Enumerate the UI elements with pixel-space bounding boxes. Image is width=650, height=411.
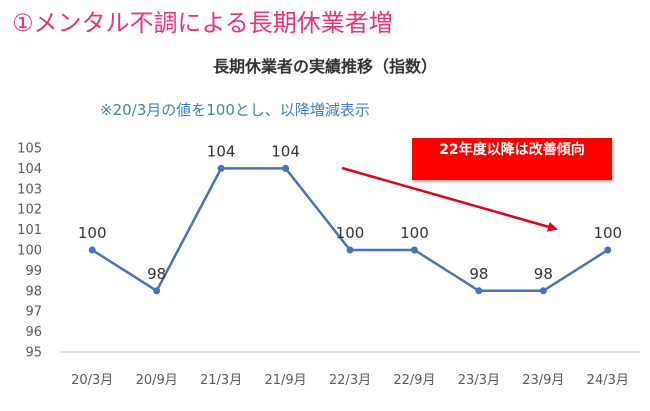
x-tick-label: 23/3月 <box>458 373 500 388</box>
y-tick-label: 105 <box>17 142 42 157</box>
y-tick-label: 103 <box>17 182 42 197</box>
y-tick-label: 95 <box>25 346 42 361</box>
data-label: 98 <box>147 265 166 283</box>
x-tick-label: 20/3月 <box>71 373 113 388</box>
y-tick-label: 99 <box>25 264 42 279</box>
data-point <box>604 246 612 254</box>
x-tick-label: 22/9月 <box>393 373 435 388</box>
data-point <box>410 246 418 254</box>
data-point <box>539 287 547 295</box>
data-point <box>475 287 483 295</box>
data-point <box>346 246 354 254</box>
data-point <box>282 164 290 172</box>
data-points <box>88 164 612 295</box>
trend-arrow <box>341 166 558 232</box>
chart-title: 長期休業者の実績推移（指数） <box>212 57 437 76</box>
x-tick-label: 22/3月 <box>329 373 371 388</box>
data-label: 100 <box>78 224 107 242</box>
improvement-callout: 22年度以降は改善傾向 <box>412 138 612 180</box>
slide-heading: ①メンタル不調による長期休業者増 <box>12 9 393 37</box>
data-labels: 100 98 104 104 100 100 98 98 100 <box>78 142 622 282</box>
data-point <box>153 287 161 295</box>
x-tick-label: 21/3月 <box>200 373 242 388</box>
data-label: 104 <box>207 142 236 160</box>
y-tick-label: 97 <box>25 305 42 320</box>
y-tick-label: 98 <box>25 284 42 299</box>
data-label: 100 <box>400 224 429 242</box>
chart-note: ※20/3月の値を100とし、以降増減表示 <box>100 101 370 119</box>
y-axis: 95 96 97 98 99 100 101 102 103 104 105 <box>17 142 42 361</box>
y-tick-label: 101 <box>17 223 42 238</box>
y-tick-label: 100 <box>17 244 42 259</box>
data-label: 100 <box>336 224 365 242</box>
data-label: 98 <box>469 265 488 283</box>
y-tick-label: 102 <box>17 203 42 218</box>
y-tick-label: 96 <box>25 325 42 340</box>
x-tick-label: 21/9月 <box>264 373 306 388</box>
data-point <box>217 164 225 172</box>
x-tick-label: 20/9月 <box>136 373 178 388</box>
x-tick-label: 24/3月 <box>587 373 629 388</box>
data-label: 98 <box>534 265 553 283</box>
data-point <box>88 246 96 254</box>
y-tick-label: 104 <box>17 162 42 177</box>
data-label: 104 <box>271 142 300 160</box>
x-tick-label: 23/9月 <box>522 373 564 388</box>
data-label: 100 <box>593 224 622 242</box>
x-axis: 20/3月 20/9月 21/3月 21/9月 22/3月 22/9月 23/3月 23/9月… <box>71 373 629 388</box>
